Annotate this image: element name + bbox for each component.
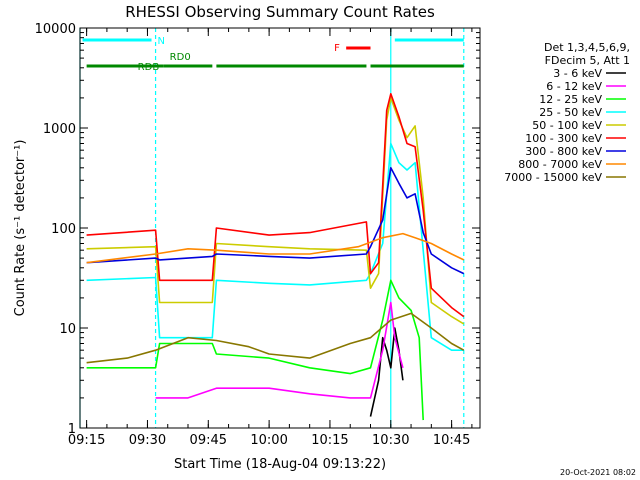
legend-entry-label: 6 - 12 keV [546, 80, 602, 93]
x-tick-label: 10:15 [311, 433, 348, 448]
y-tick-label: 10 [59, 322, 76, 337]
x-tick-label: 09:15 [68, 433, 105, 448]
y-tick-label: 10000 [35, 22, 76, 37]
series-line-2 [86, 279, 424, 421]
state-label-n: N [158, 36, 165, 47]
legend-entry-label: 12 - 25 keV [539, 93, 602, 106]
series-line-3 [86, 142, 464, 352]
series-line-6 [86, 167, 465, 275]
legend-entry-label: 100 - 300 keV [525, 132, 602, 145]
y-axis-label: Count Rate (s⁻¹ detector⁻¹) [13, 140, 28, 317]
plot-area: N F RD0 RDB [79, 28, 465, 428]
x-tick-label: 09:30 [129, 433, 166, 448]
state-label-f: F [334, 43, 340, 54]
legend-entry-label: 800 - 7000 keV [518, 158, 602, 171]
legend-header-line: Det 1,3,4,5,6,9, [544, 41, 630, 54]
axes: 1 10 100 1000 10000 09:15 09:30 09:45 10:00 10:15… [35, 22, 481, 448]
series-line-1 [155, 301, 404, 399]
series-line-5 [86, 93, 465, 318]
y-tick-label: 1000 [43, 122, 76, 137]
series-line-0 [369, 327, 404, 417]
legend-entry-label: 25 - 50 keV [539, 106, 602, 119]
x-axis-label: Start Time (18-Aug-04 09:13:22) [174, 457, 386, 472]
series-line-4 [86, 97, 465, 325]
series-line-7 [86, 232, 465, 264]
series-line-8 [86, 312, 465, 364]
state-label-rd0: RD0 [170, 52, 191, 63]
legend-entry-label: 7000 - 15000 keV [504, 171, 602, 184]
x-tick-label: 09:45 [190, 433, 227, 448]
x-tick-label: 10:00 [250, 433, 287, 448]
state-label-rdb: RDB [138, 62, 160, 73]
y-tick-label: 100 [51, 222, 76, 237]
x-tick-label: 10:30 [372, 433, 409, 448]
legend-entry-label: 300 - 800 keV [525, 145, 602, 158]
legend-header-line: FDecim 5, Att 1 [545, 54, 630, 67]
legend-entry-label: 3 - 6 keV [553, 67, 602, 80]
legend-entry-label: 50 - 100 keV [532, 119, 602, 132]
y-tick-label: 1 [68, 422, 76, 437]
chart-title: RHESSI Observing Summary Count Rates [125, 3, 435, 21]
legend: Det 1,3,4,5,6,9,FDecim 5, Att 13 - 6 keV… [504, 41, 630, 184]
footer-timestamp: 20-Oct-2021 08:02 [560, 468, 636, 477]
x-tick-label: 10:45 [433, 433, 470, 448]
